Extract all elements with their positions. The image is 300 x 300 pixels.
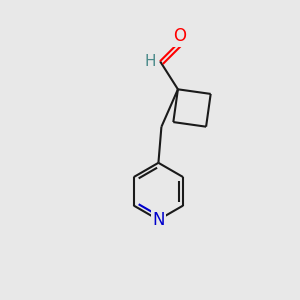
Text: O: O	[173, 27, 186, 45]
Text: H: H	[145, 54, 156, 69]
Text: N: N	[152, 211, 165, 229]
